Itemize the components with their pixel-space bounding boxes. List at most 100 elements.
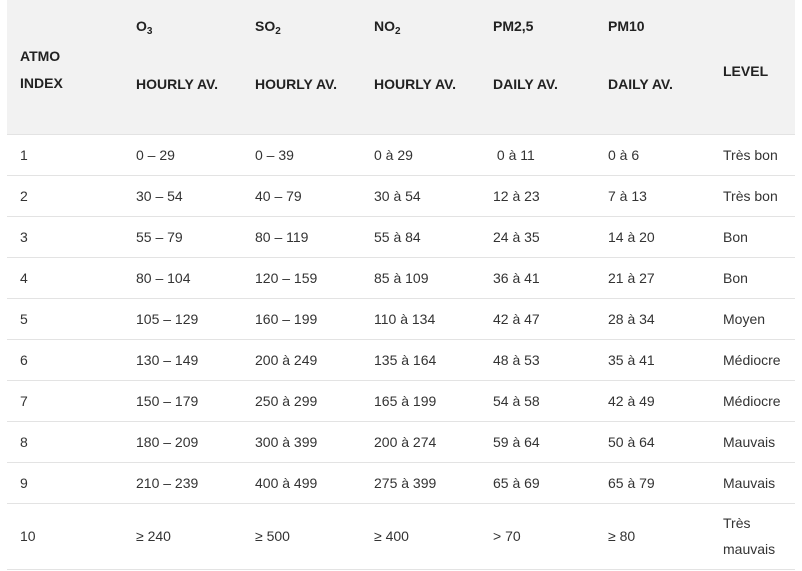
atmo-index-table-container: ATMO INDEX O3 HOURLY AV. SO2 HOURLY AV. … — [7, 0, 795, 570]
cell-no2: 30 à 54 — [374, 187, 421, 204]
cell-atmo-index: 1 — [20, 146, 28, 163]
cell-pm10: 65 à 79 — [608, 474, 655, 491]
cell-pm25: 48 à 53 — [493, 351, 540, 368]
cell-so2: 200 à 249 — [255, 351, 318, 368]
cell-pm25: 54 à 58 — [493, 392, 540, 409]
header-no2-period: HOURLY AV. — [374, 76, 456, 92]
cell-atmo-index: 6 — [20, 351, 28, 368]
cell-atmo-index: 4 — [20, 269, 28, 286]
cell-so2: 160 – 199 — [255, 310, 318, 327]
cell-atmo-index: 7 — [20, 392, 28, 409]
header-o3-period: HOURLY AV. — [136, 76, 218, 92]
cell-so2: 80 – 119 — [255, 228, 309, 245]
cell-level: Très bon — [723, 187, 778, 204]
header-level: LEVEL — [723, 0, 795, 134]
table-row: 9 210 – 239 400 à 499 275 à 399 65 à 69 … — [7, 462, 795, 503]
table-row: 6 130 – 149 200 à 249 135 à 164 48 à 53 … — [7, 339, 795, 380]
header-o3: O3 HOURLY AV. — [136, 0, 255, 134]
cell-o3: ≥ 240 — [136, 528, 171, 544]
cell-atmo-index: 5 — [20, 310, 28, 327]
cell-pm10: 28 à 34 — [608, 310, 655, 327]
cell-so2: 40 – 79 — [255, 187, 302, 204]
header-o3-pollutant: O3 — [136, 18, 153, 37]
header-pm25-period: DAILY AV. — [493, 76, 558, 92]
table-body: 1 0 – 29 0 – 39 0 à 29 0 à 11 0 à 6 Très… — [7, 134, 795, 569]
cell-no2: 55 à 84 — [374, 228, 421, 245]
cell-o3: 150 – 179 — [136, 392, 199, 409]
cell-level: Médiocre — [723, 392, 781, 409]
cell-so2: 250 à 299 — [255, 392, 318, 409]
cell-pm10: 0 à 6 — [608, 146, 640, 163]
cell-no2: ≥ 400 — [374, 528, 409, 544]
cell-atmo-index: 3 — [20, 228, 28, 245]
header-so2-pollutant: SO2 — [255, 18, 281, 37]
cell-level: Mauvais — [723, 474, 776, 491]
cell-atmo-index: 8 — [20, 433, 28, 450]
cell-pm25: 24 à 35 — [493, 228, 540, 245]
cell-pm25: 0 à 11 — [493, 146, 535, 163]
cell-pm10: 50 à 64 — [608, 433, 655, 450]
cell-level: Moyen — [723, 310, 766, 327]
cell-atmo-index: 9 — [20, 474, 28, 491]
cell-no2: 110 à 134 — [374, 310, 436, 327]
cell-level: Médiocre — [723, 351, 781, 368]
header-so2-period: HOURLY AV. — [255, 76, 337, 92]
cell-no2: 165 à 199 — [374, 392, 437, 409]
cell-no2: 135 à 164 — [374, 351, 437, 368]
cell-level: Bon — [723, 269, 748, 286]
cell-o3: 55 – 79 — [136, 228, 183, 245]
table-row: 4 80 – 104 120 – 159 85 à 109 36 à 41 21… — [7, 257, 795, 298]
cell-pm10: ≥ 80 — [608, 528, 636, 544]
cell-o3: 105 – 129 — [136, 310, 199, 327]
header-no2-main: NO — [374, 18, 395, 34]
cell-o3: 180 – 209 — [136, 433, 199, 450]
table-row: 5 105 – 129 160 – 199 110 à 134 42 à 47 … — [7, 298, 795, 339]
header-o3-sub: 3 — [146, 26, 153, 37]
table-row: 1 0 – 29 0 – 39 0 à 29 0 à 11 0 à 6 Très… — [7, 134, 795, 175]
header-atmo-index: ATMO INDEX — [7, 0, 136, 134]
cell-so2: 300 à 399 — [255, 433, 318, 450]
header-atmo-line1: ATMO — [20, 48, 61, 64]
cell-pm10: 7 à 13 — [608, 187, 647, 204]
table-row: 2 30 – 54 40 – 79 30 à 54 12 à 23 7 à 13… — [7, 175, 795, 216]
header-row: ATMO INDEX O3 HOURLY AV. SO2 HOURLY AV. … — [7, 0, 795, 134]
cell-so2: ≥ 500 — [255, 528, 290, 544]
cell-no2: 0 à 29 — [374, 146, 413, 163]
table-row: 3 55 – 79 80 – 119 55 à 84 24 à 35 14 à … — [7, 216, 795, 257]
cell-level: Très mauvais — [723, 515, 776, 557]
table-row: 10 ≥ 240 ≥ 500 ≥ 400 > 70 ≥ 80 Très mauv… — [7, 503, 795, 569]
header-pm25-pollutant: PM2,5 — [493, 18, 534, 34]
cell-so2: 0 – 39 — [255, 146, 294, 163]
table-row: 7 150 – 179 250 à 299 165 à 199 54 à 58 … — [7, 380, 795, 421]
cell-so2: 400 à 499 — [255, 474, 318, 491]
header-no2-sub: 2 — [395, 26, 401, 37]
cell-pm10: 21 à 27 — [608, 269, 655, 286]
cell-level: Très bon — [723, 146, 778, 163]
cell-no2: 200 à 274 — [374, 433, 437, 450]
cell-so2: 120 – 159 — [255, 269, 318, 286]
cell-pm10: 42 à 49 — [608, 392, 655, 409]
cell-no2: 85 à 109 — [374, 269, 429, 286]
header-atmo-line2: INDEX — [20, 75, 63, 91]
cell-atmo-index: 10 — [20, 528, 36, 544]
header-pm25: PM2,5 DAILY AV. — [493, 0, 608, 134]
cell-no2: 275 à 399 — [374, 474, 437, 491]
cell-pm25: 59 à 64 — [493, 433, 540, 450]
header-pm10-period: DAILY AV. — [608, 76, 673, 92]
cell-o3: 0 – 29 — [136, 146, 175, 163]
cell-level: Mauvais — [723, 433, 776, 450]
header-so2-sub: 2 — [275, 26, 281, 37]
cell-pm25: 42 à 47 — [493, 310, 540, 327]
cell-pm25: > 70 — [493, 528, 521, 544]
table-header: ATMO INDEX O3 HOURLY AV. SO2 HOURLY AV. … — [7, 0, 795, 134]
cell-o3: 30 – 54 — [136, 187, 183, 204]
cell-atmo-index: 2 — [20, 187, 28, 204]
table-row: 8 180 – 209 300 à 399 200 à 274 59 à 64 … — [7, 421, 795, 462]
header-pm10: PM10 DAILY AV. — [608, 0, 723, 134]
atmo-index-table: ATMO INDEX O3 HOURLY AV. SO2 HOURLY AV. … — [7, 0, 795, 570]
cell-o3: 80 – 104 — [136, 269, 191, 286]
header-so2-main: SO — [255, 18, 276, 34]
header-no2: NO2 HOURLY AV. — [374, 0, 493, 134]
cell-pm25: 36 à 41 — [493, 269, 540, 286]
cell-pm25: 65 à 69 — [493, 474, 540, 491]
